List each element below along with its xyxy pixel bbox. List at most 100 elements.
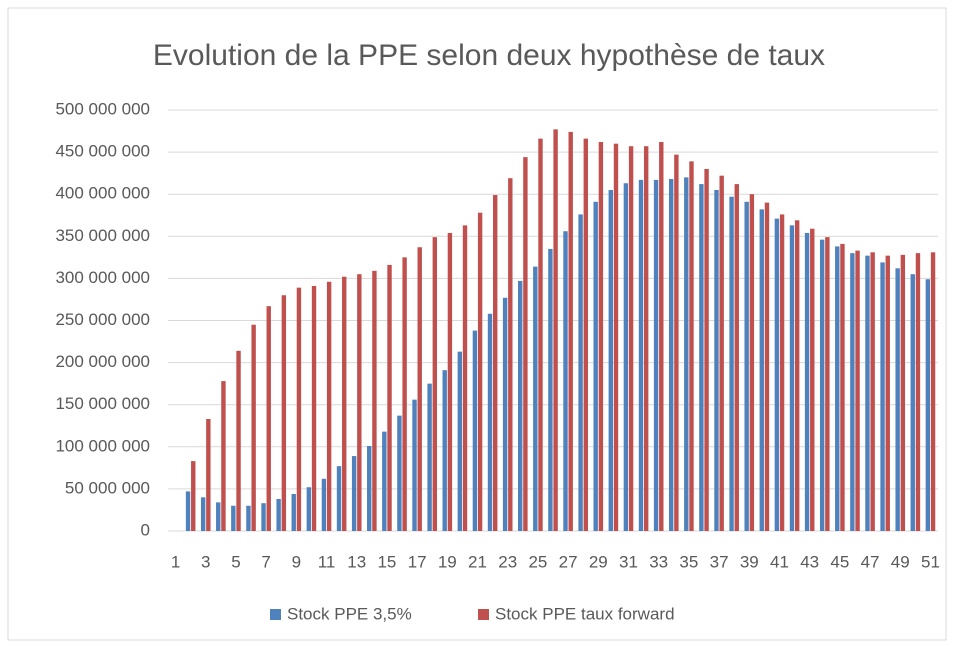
bar [699,184,704,531]
bar [835,246,840,532]
bar [583,138,588,532]
bar [236,350,241,531]
bar [553,129,558,531]
bar [819,239,825,531]
bar [251,324,256,531]
x-tick-label: 51 [921,552,940,571]
y-tick-label: 250 000 000 [55,310,150,329]
y-tick-label: 350 000 000 [55,226,150,245]
y-tick-label: 400 000 000 [55,184,150,203]
bar [593,201,598,531]
bar [855,250,860,531]
x-tick-label: 5 [231,552,240,571]
y-tick-label: 0 [141,520,150,539]
bar [628,146,634,531]
bar [563,231,568,532]
x-tick-label: 33 [649,552,668,571]
bar [930,252,936,531]
legend-swatch [270,609,281,620]
bar [296,287,302,531]
y-tick-label: 450 000 000 [55,142,150,161]
bar [351,456,357,531]
bar [895,268,900,531]
bar [291,493,296,531]
bar [880,262,885,531]
bar [382,431,387,531]
x-tick-label: 17 [408,552,427,571]
bar [412,399,417,531]
bar [200,497,206,531]
bar [231,505,236,531]
bar [321,478,327,531]
bar [719,175,724,531]
bar [538,138,543,532]
bar [870,252,875,531]
y-tick-label: 300 000 000 [55,268,150,287]
y-tick-label: 200 000 000 [55,352,150,371]
bar [674,154,679,531]
bar [342,276,347,531]
x-tick-label: 13 [347,552,366,571]
bar [402,257,407,531]
bar [447,232,453,531]
bar [643,146,649,531]
bar [759,209,764,531]
bar [477,212,483,531]
y-tick-label: 100 000 000 [55,436,150,455]
bar [442,370,447,531]
bar [608,189,613,532]
x-tick-label: 37 [710,552,729,571]
bar [804,232,810,531]
bar [774,218,780,532]
bar [865,255,870,531]
bar [311,285,317,531]
chart-title: Evolution de la PPE selon deux hypothèse… [153,39,825,72]
bar [749,194,755,531]
bar [764,202,770,531]
y-tick-label: 500 000 000 [55,99,150,118]
bar [306,487,312,531]
bar [432,237,438,531]
x-tick-label: 45 [830,552,849,571]
bar [191,461,196,531]
bar [548,248,553,531]
bar [744,201,749,531]
bar [357,274,362,531]
x-tick-label: 15 [377,552,396,571]
bar [221,381,226,531]
x-tick-label: 7 [261,552,270,571]
x-tick-label: 47 [861,552,880,571]
bar [326,281,332,531]
bar [372,270,377,531]
bar [779,214,785,531]
bar [508,178,513,531]
bar [336,466,342,531]
bar [367,445,372,531]
bar [472,330,478,531]
bar [689,161,694,531]
bar [729,196,734,531]
bar [789,225,795,531]
bar [653,179,659,532]
bar [794,220,800,531]
bar [704,168,709,531]
bar [502,297,508,531]
x-tick-label: 43 [800,552,819,571]
x-tick-label: 19 [438,552,457,571]
bar [462,225,468,531]
bar [397,415,402,531]
bar [266,306,271,531]
x-tick-label: 23 [498,552,517,571]
bar [850,253,855,531]
bar [387,264,392,531]
bar [598,141,604,531]
bar [281,295,287,531]
bar [925,279,931,531]
chart-frame [7,7,947,641]
x-tick-label: 25 [528,552,547,571]
x-tick-label: 39 [740,552,759,571]
x-tick-label: 49 [891,552,910,571]
bar [915,253,921,531]
legend-swatch [478,609,489,620]
